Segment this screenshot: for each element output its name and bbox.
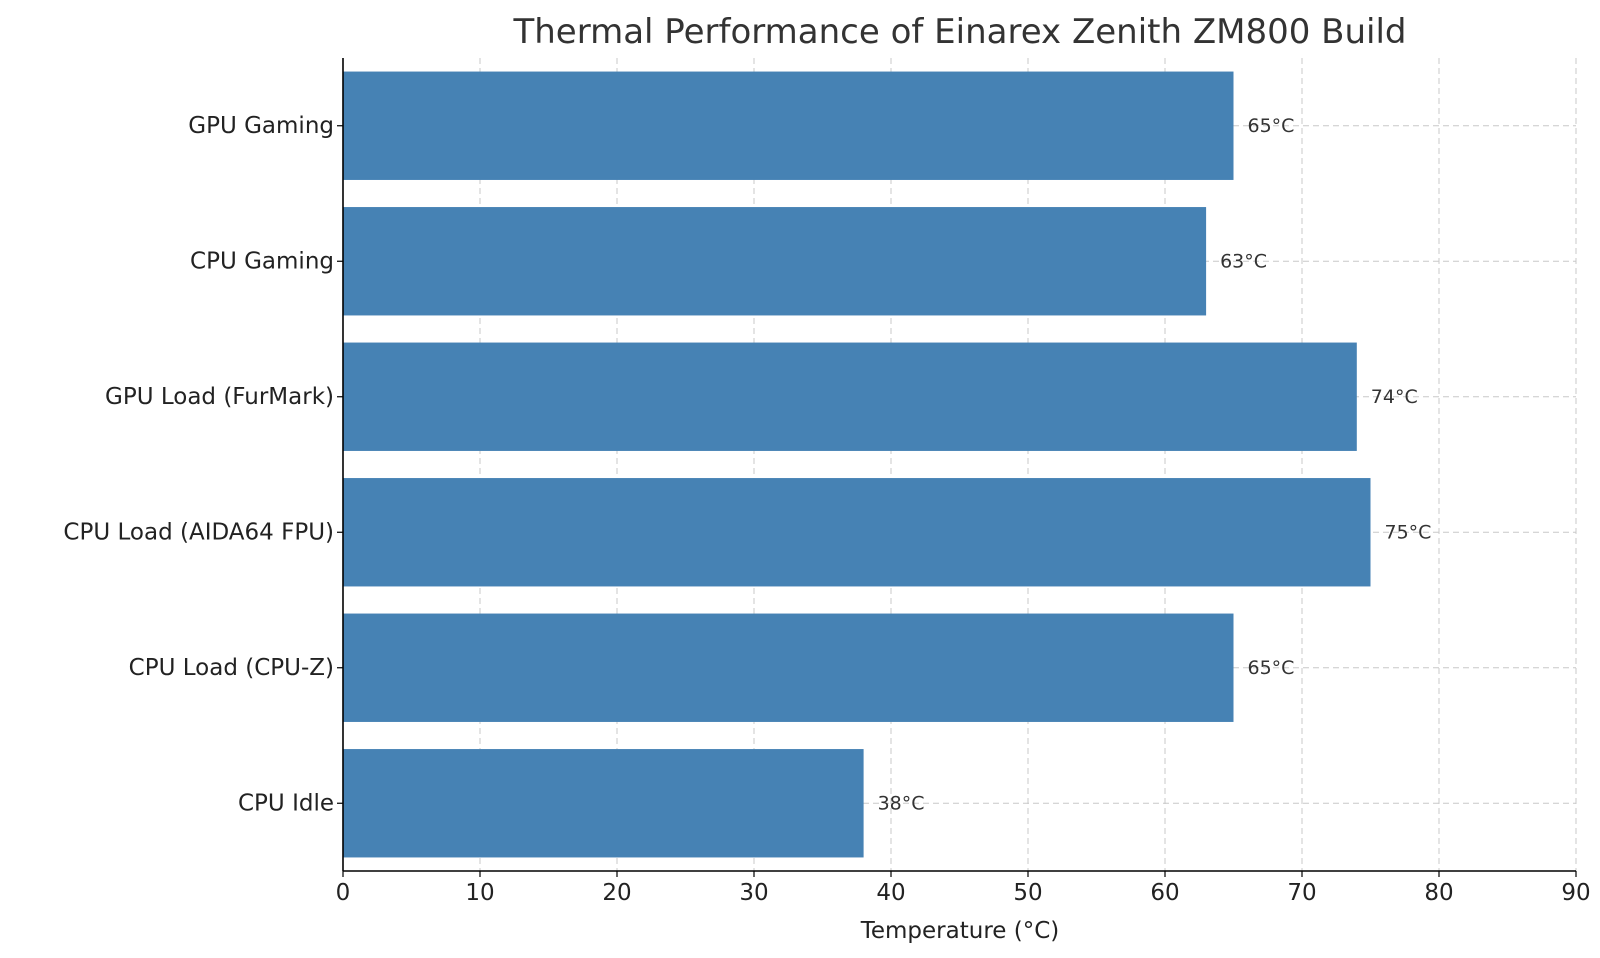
x-tick-label: 30	[739, 880, 768, 906]
x-tick-label: 0	[336, 880, 351, 906]
data-label: 74°C	[1371, 386, 1418, 408]
x-tick-label: 60	[1150, 880, 1179, 906]
y-tick-label: GPU Gaming	[188, 113, 334, 139]
data-label: 38°C	[878, 792, 925, 814]
x-tick-label: 50	[1013, 880, 1042, 906]
bar	[343, 207, 1207, 316]
data-label: 63°C	[1220, 250, 1267, 272]
y-tick-label: CPU Gaming	[190, 248, 334, 274]
data-label: 75°C	[1385, 521, 1432, 543]
bars-layer	[343, 71, 1371, 858]
y-tick-label: CPU Idle	[238, 790, 334, 816]
x-tick-label: 40	[876, 880, 905, 906]
bar	[343, 478, 1371, 587]
bar	[343, 342, 1357, 451]
data-label: 65°C	[1248, 657, 1295, 679]
x-tick-label: 70	[1287, 880, 1316, 906]
x-tick-label: 10	[465, 880, 494, 906]
labels-layer: 65°C GPU Gaming 63°C CPU Gaming 74°C GPU Load…	[63, 113, 1590, 906]
y-tick-label: CPU Load (CPU-Z)	[129, 655, 334, 681]
y-tick-label: CPU Load (AIDA64 FPU)	[63, 519, 334, 545]
x-tick-label: 90	[1561, 880, 1590, 906]
y-tick-label: GPU Load (FurMark)	[105, 384, 334, 410]
x-tick-label: 80	[1424, 880, 1453, 906]
chart-title: Thermal Performance of Einarex Zenith ZM…	[512, 12, 1406, 52]
bar	[343, 71, 1234, 180]
bar	[343, 613, 1234, 722]
bar	[343, 749, 864, 858]
x-tick-label: 20	[602, 880, 631, 906]
axes-layer	[337, 58, 1577, 877]
data-label: 65°C	[1248, 115, 1295, 137]
x-axis-title: Temperature (°C)	[860, 918, 1060, 944]
